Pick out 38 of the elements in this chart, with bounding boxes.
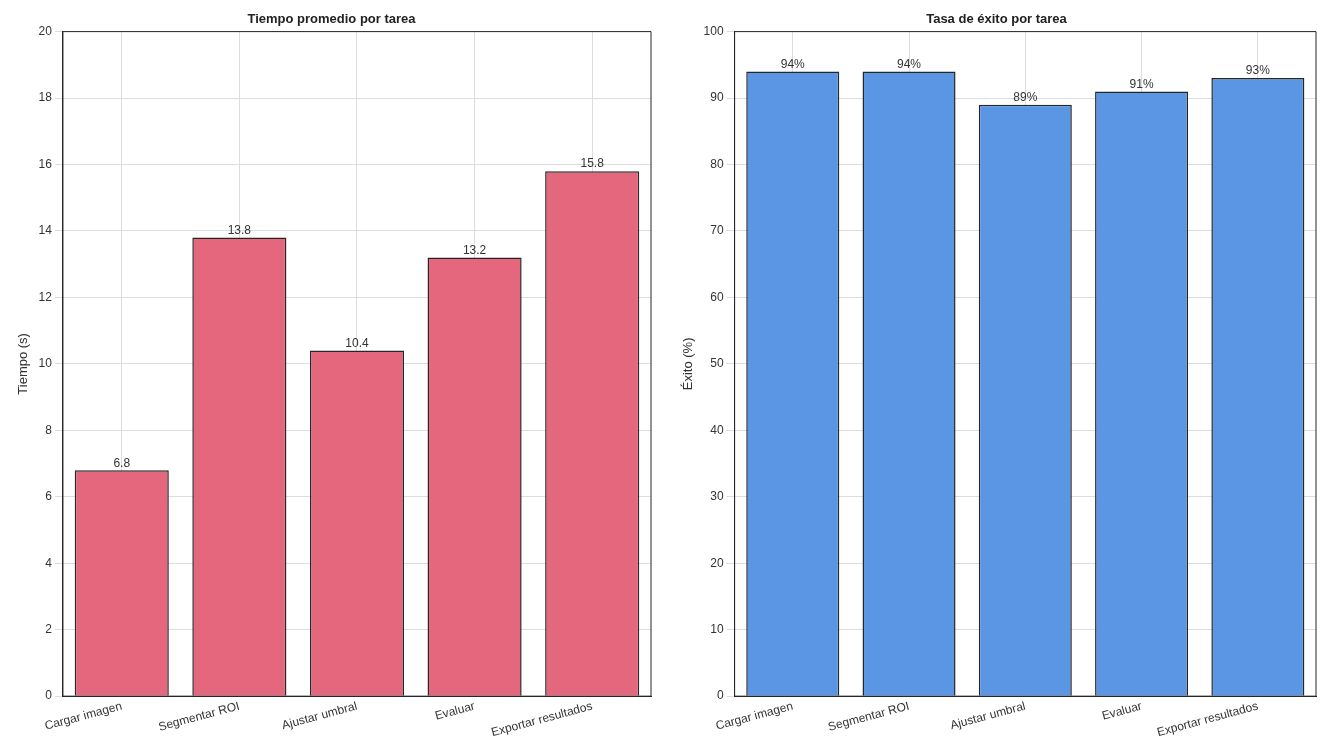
- data-label: 94%: [780, 56, 806, 71]
- x-tick-label: Ajustar umbral: [948, 698, 1027, 733]
- data-label: 10.4: [345, 335, 369, 350]
- y-tick-label: 50: [710, 356, 724, 371]
- y-tick-label: 6: [45, 489, 53, 504]
- y-tick-label: 40: [710, 422, 724, 437]
- data-label: 13.8: [227, 222, 252, 237]
- y-tick-label: 18: [38, 90, 53, 105]
- y-tick-label: 16: [38, 156, 53, 171]
- y-tick-label: 2: [45, 622, 53, 637]
- y-tick-label: 20: [38, 23, 53, 38]
- x-tick-label: Evaluar: [433, 698, 477, 723]
- y-axis-title: Éxito (%): [680, 337, 696, 391]
- data-label: 6.8: [113, 455, 131, 470]
- data-label: 93%: [1245, 63, 1271, 78]
- data-label: 94%: [897, 56, 922, 71]
- y-tick-label: 100: [703, 23, 724, 38]
- data-label: 15.8: [580, 156, 605, 171]
- chart-title: Tiempo promedio por tarea: [247, 11, 417, 27]
- y-tick-label: 12: [38, 289, 53, 304]
- y-tick-label: 30: [710, 489, 724, 504]
- y-tick-label: 8: [45, 422, 53, 437]
- data-label: 91%: [1129, 76, 1154, 91]
- y-tick-label: 4: [45, 555, 53, 570]
- x-tick-label: Evaluar: [1100, 698, 1144, 723]
- y-tick-label: 20: [710, 555, 724, 570]
- y-tick-label: 70: [710, 223, 724, 238]
- data-label: 89%: [1013, 90, 1038, 105]
- y-tick-label: 10: [710, 622, 724, 637]
- data-label: 13.2: [462, 242, 487, 257]
- y-tick-label: 80: [710, 156, 724, 171]
- y-tick-label: 60: [710, 289, 724, 304]
- y-tick-label: 14: [38, 223, 53, 238]
- y-tick-label: 10: [38, 356, 53, 371]
- chart-title: Tasa de éxito por tarea: [926, 11, 1068, 27]
- y-axis-title: Tiempo (s): [15, 333, 31, 395]
- x-tick-label: Ajustar umbral: [280, 698, 359, 733]
- y-tick-label: 90: [710, 90, 724, 105]
